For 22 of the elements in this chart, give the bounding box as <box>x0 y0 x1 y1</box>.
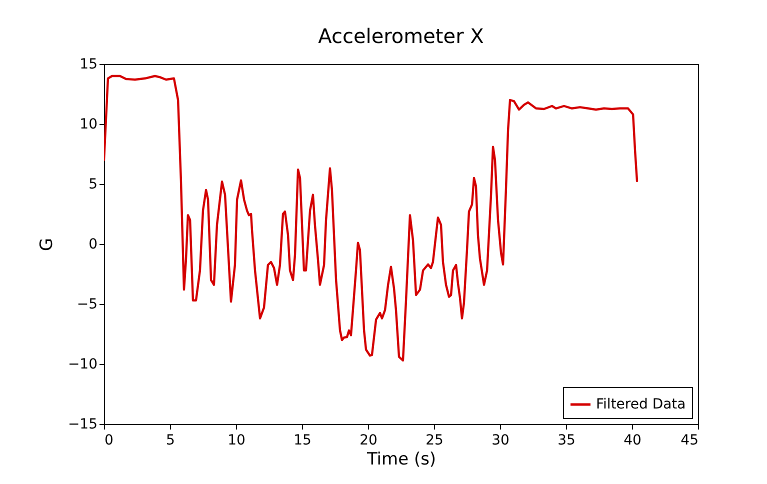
x-tick-label: 10 <box>228 432 246 448</box>
y-tick-label: −10 <box>68 356 98 372</box>
y-axis-title: G <box>36 238 57 252</box>
x-tick-label: 5 <box>166 432 175 448</box>
y-tick-label: 10 <box>80 116 98 132</box>
x-tick-label: 40 <box>624 432 642 448</box>
y-tick-label: −15 <box>68 416 98 432</box>
x-tick-label: 15 <box>294 432 312 448</box>
x-tick-label: 25 <box>426 432 444 448</box>
legend-label: Filtered Data <box>596 396 686 412</box>
x-axis-title: Time (s) <box>366 450 436 470</box>
chart-title: Accelerometer X <box>318 24 484 48</box>
y-tick-label: 0 <box>88 236 98 252</box>
x-tick-label: 20 <box>360 432 378 448</box>
x-tick-label: 30 <box>492 432 510 448</box>
y-tick-label: 5 <box>88 176 98 192</box>
y-tick-label: 15 <box>80 56 98 72</box>
x-tick-label: 45 <box>680 432 698 448</box>
line-series <box>104 74 638 362</box>
x-tick-label: 35 <box>558 432 576 448</box>
x-tick-label: 0 <box>104 432 114 448</box>
y-tick-label: −5 <box>76 296 98 312</box>
